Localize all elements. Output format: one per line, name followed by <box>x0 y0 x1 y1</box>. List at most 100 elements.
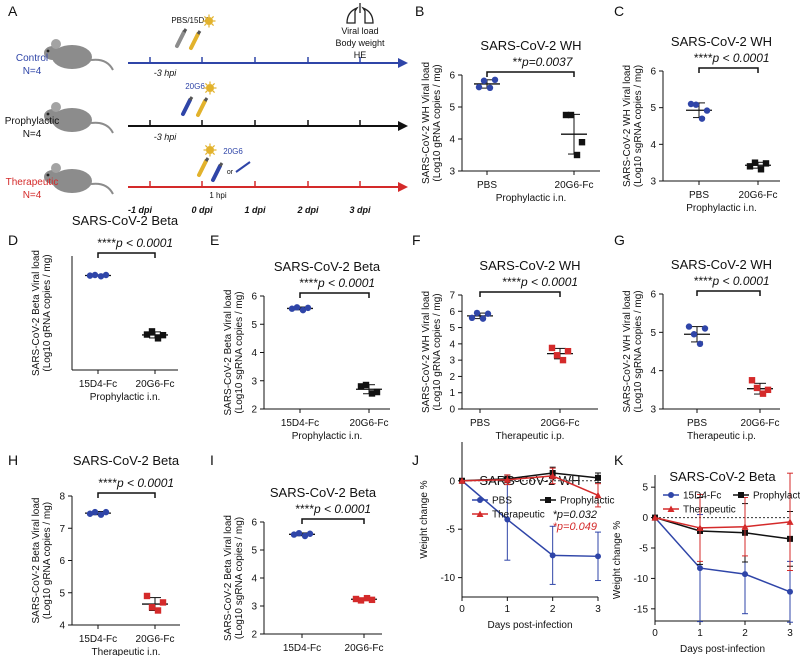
y-tick-label: -10 <box>634 574 649 585</box>
significance-stars: ** <box>513 55 523 69</box>
therapeutic-drug-label: 20G6 <box>223 147 243 156</box>
y-tick-label: 4 <box>650 366 656 377</box>
series-line <box>654 516 791 540</box>
data-point <box>475 83 483 91</box>
significance-value: p < 0.0001 <box>520 275 578 289</box>
significance-stars: **** <box>98 476 117 490</box>
control-drug-label: PBS/15D4 <box>171 16 209 25</box>
data-point <box>697 565 703 572</box>
endpoint-label: HE <box>354 50 367 60</box>
significance-bracket <box>486 71 575 77</box>
endpoint-label: Body weight <box>335 38 385 48</box>
virus-spike <box>211 15 215 19</box>
y-axis-units: (Log10 sgRNA copies / mg) <box>234 291 245 413</box>
x-tick-label: 2 <box>742 628 748 639</box>
y-tick-label: 5 <box>59 588 65 599</box>
data-point <box>148 604 156 611</box>
data-point <box>491 76 499 84</box>
data-point <box>458 477 466 484</box>
y-axis-label: SARS-CoV-2 Beta Viral load <box>31 250 42 376</box>
dropper-body <box>189 32 200 50</box>
data-point <box>368 596 376 604</box>
y-tick-label: 6 <box>449 71 455 82</box>
dropper-bulb <box>188 96 194 101</box>
y-tick-label: 5 <box>449 103 455 114</box>
significance-stars: **** <box>694 51 713 65</box>
y-tick-label: -5 <box>446 525 455 536</box>
chart-panel-H: H SARS-CoV-2 Beta 4 5 6 7 8 15D4-Fc 20G6-Fc Thera… <box>8 452 180 656</box>
y-tick-label: 8 <box>59 492 65 503</box>
chart-title: SARS-CoV-2 Beta <box>274 259 381 274</box>
mouse-icon <box>44 39 114 71</box>
y-axis-label: SARS-CoV-2 WH Viral load <box>421 291 432 413</box>
y-axis-label: SARS-CoV-2 WH Viral load <box>622 290 633 412</box>
y-tick-label: 3 <box>251 376 257 387</box>
series-line <box>461 475 599 496</box>
data-point <box>553 352 561 359</box>
data-point <box>594 491 602 499</box>
data-point <box>564 347 572 355</box>
data-point <box>690 331 698 338</box>
data-point <box>154 335 162 342</box>
data-point <box>468 314 476 321</box>
data-point <box>692 101 700 108</box>
chart-title: SARS-CoV-2 Beta <box>669 469 776 484</box>
data-point <box>91 508 99 516</box>
data-point <box>373 388 381 396</box>
mouse-ear <box>51 39 61 49</box>
antibody-dropper-icon <box>181 96 194 116</box>
data-point <box>363 594 371 602</box>
therapeutic-timepoint: 1 hpi <box>209 191 227 200</box>
y-tick-label: 6 <box>251 518 257 529</box>
legend-label: Prophylactic <box>753 491 800 502</box>
x-tick-label: 15D4-Fc <box>281 418 319 429</box>
x-tick-label: PBS <box>689 190 709 201</box>
data-point <box>293 304 301 311</box>
mouse-body <box>52 169 92 193</box>
data-point <box>143 331 151 338</box>
y-tick-label: 5 <box>650 328 656 339</box>
significance-value: p < 0.0001 <box>712 51 770 65</box>
dpi-label: 2 dpi <box>296 205 319 215</box>
panel-letter-C: C <box>614 3 624 19</box>
y-tick-label: 4 <box>650 140 656 151</box>
mouse-tail <box>90 121 114 134</box>
legend-marker <box>476 510 484 517</box>
chart-panel-E: E SARS-CoV-2 Beta 2 3 4 5 6 15D4-Fc 20G6-Fc Proph… <box>210 232 390 442</box>
panel-letter-H: H <box>8 452 18 468</box>
data-point <box>148 328 156 335</box>
x-tick-label: PBS <box>470 418 490 429</box>
data-point <box>357 597 365 604</box>
data-point <box>97 511 105 518</box>
significance-value: p < 0.0001 <box>317 276 375 290</box>
pbs-dropper-icon <box>189 30 202 50</box>
data-point <box>549 472 557 479</box>
y-tick-label: 0 <box>449 476 455 487</box>
mouse-eye <box>46 49 50 53</box>
chart-title: SARS-CoV-2 Beta <box>270 485 377 500</box>
x-tick-label: 15D4-Fc <box>283 643 321 654</box>
data-point <box>787 588 793 595</box>
data-point <box>357 383 365 390</box>
significance-stars: **** <box>97 236 116 250</box>
y-tick-label: 4 <box>449 135 455 146</box>
series-line <box>654 516 791 529</box>
significance-bracket <box>696 290 761 296</box>
legend-label: Prophylactic <box>560 496 614 507</box>
data-point <box>741 523 749 530</box>
data-point <box>698 115 706 122</box>
x-tick-label: 20G6-Fc <box>739 190 778 201</box>
legend-label: PBS <box>492 496 512 507</box>
y-tick-label: 3 <box>650 177 656 188</box>
dropper-body <box>175 30 186 48</box>
chart-title: SARS-CoV-2 Beta <box>73 453 180 468</box>
legend-marker <box>738 492 744 498</box>
dropper-body <box>181 98 192 116</box>
chart-panel-G: G SARS-CoV-2 WH 3 4 5 6 PBS 20G6-Fc Therapeutic … <box>614 232 780 442</box>
panel-letter-B: B <box>415 3 424 19</box>
significance-bracket <box>97 492 156 498</box>
data-point <box>762 160 770 167</box>
virus-dropper-icon <box>197 157 210 177</box>
prophylactic-drug-label: 20G6 <box>185 82 205 91</box>
panel-letter-E: E <box>210 232 219 248</box>
